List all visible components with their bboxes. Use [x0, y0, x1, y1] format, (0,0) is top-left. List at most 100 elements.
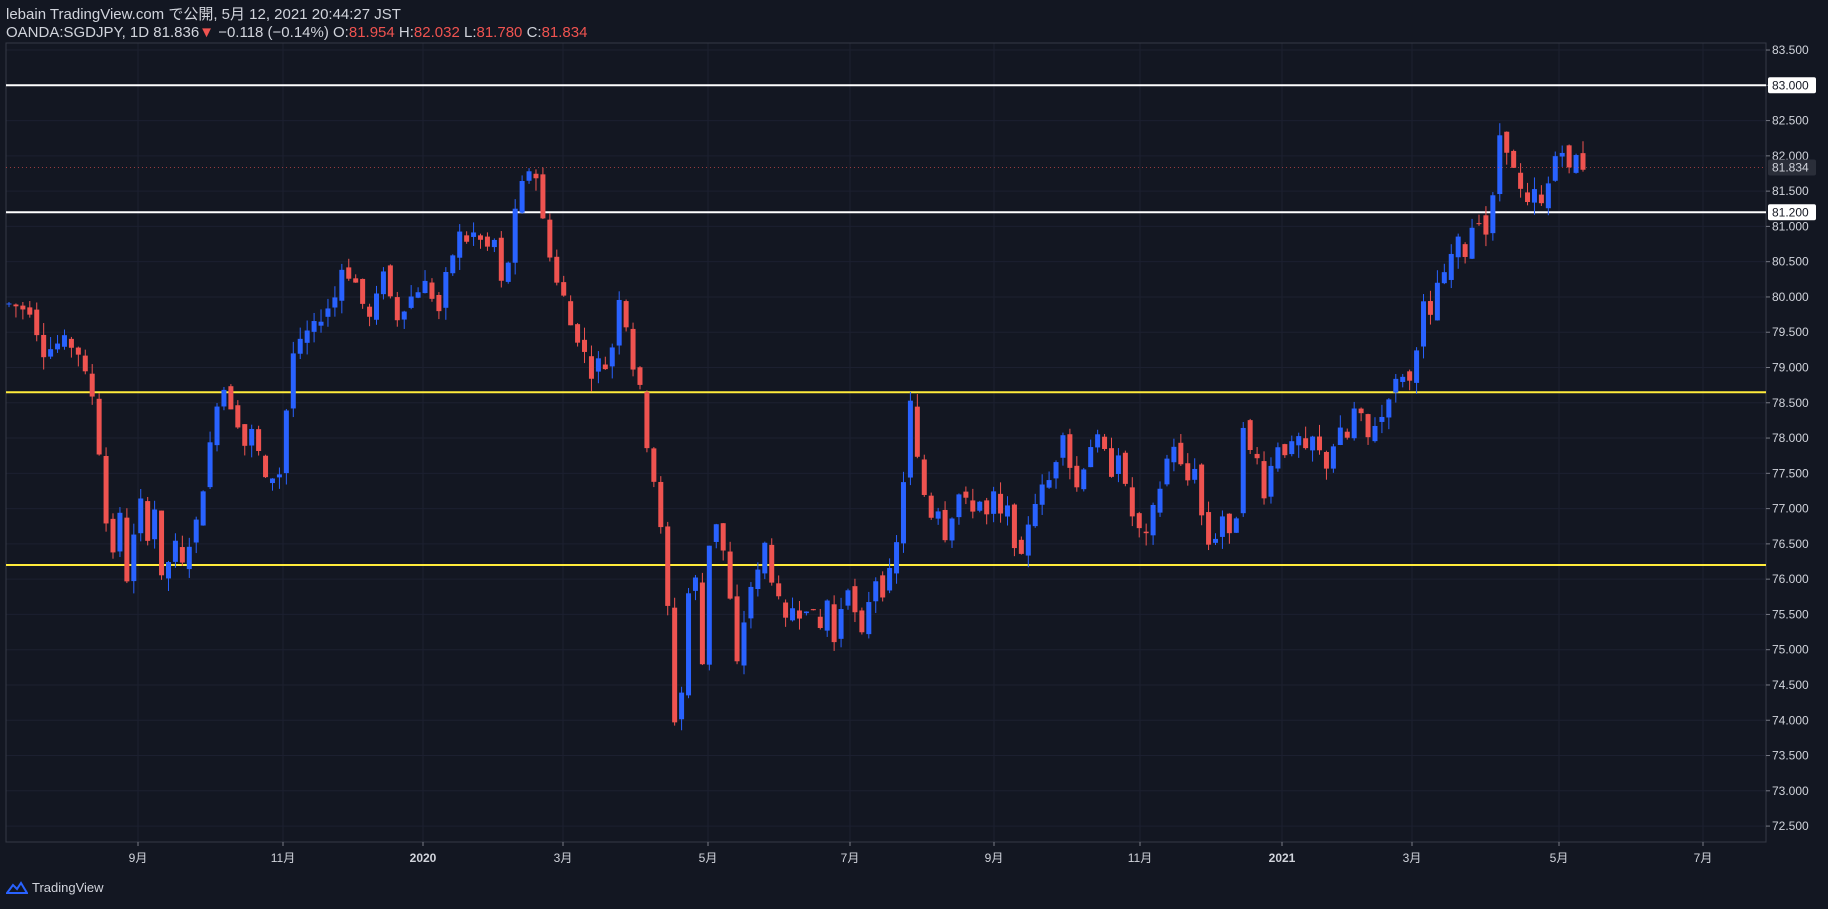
- x-tick-label: 9月: [129, 851, 148, 865]
- candle-up: [1053, 462, 1059, 479]
- candle-down: [145, 501, 151, 541]
- candle-up: [1559, 152, 1565, 157]
- candle-down: [263, 455, 269, 478]
- candle-down: [921, 459, 927, 495]
- candle-down: [859, 610, 865, 633]
- candle-down: [360, 278, 366, 304]
- y-tick-label: 82.000: [1772, 149, 1809, 163]
- candle-up: [401, 311, 407, 320]
- candle-down: [1129, 487, 1135, 517]
- candle-up: [1240, 427, 1246, 514]
- candle-up: [1150, 504, 1156, 536]
- y-tick-label: 81.500: [1772, 184, 1809, 198]
- time-axis[interactable]: 9月 11月 2020 3月 5月 7月 9月 11月 2021 3月 5月 7月: [129, 842, 1713, 865]
- candle-up: [450, 255, 456, 274]
- candle-down: [727, 551, 733, 599]
- candle-up: [1233, 518, 1239, 533]
- y-tick-label: 78.500: [1772, 396, 1809, 410]
- y-tick-label: 77.000: [1772, 502, 1809, 516]
- candle-down: [623, 301, 629, 328]
- y-tick-label: 74.000: [1772, 713, 1809, 727]
- candle-down: [1504, 131, 1510, 153]
- candle-down: [817, 616, 823, 628]
- candle-up: [1414, 350, 1420, 383]
- candle-down: [630, 328, 636, 370]
- candle-up: [1213, 538, 1219, 543]
- y-tick-label: 80.500: [1772, 255, 1809, 269]
- candle-up: [290, 353, 296, 409]
- candle-down: [1102, 436, 1108, 449]
- candle-up: [1441, 272, 1447, 284]
- candle-down: [602, 364, 608, 370]
- candle-down: [547, 219, 553, 258]
- y-tick-label: 76.000: [1772, 572, 1809, 586]
- candle-down: [1538, 194, 1544, 204]
- candle-down: [110, 518, 116, 553]
- candle-up: [61, 335, 67, 347]
- candle-down: [720, 523, 726, 551]
- x-tick-label: 2021: [1269, 851, 1296, 865]
- footer-brand[interactable]: TradingView: [6, 880, 104, 895]
- x-tick-label: 7月: [1694, 851, 1713, 865]
- y-tick-label: 82.500: [1772, 114, 1809, 128]
- candle-up: [249, 428, 255, 446]
- candle-down: [27, 307, 33, 315]
- candle-down: [831, 604, 837, 643]
- candle-up: [1552, 156, 1558, 181]
- candle-down: [1427, 301, 1433, 315]
- candle-down: [533, 173, 539, 179]
- candle-up: [221, 389, 227, 407]
- candle-down: [880, 575, 886, 598]
- candle-down: [540, 174, 546, 219]
- candle-down: [1518, 172, 1524, 189]
- candle-down: [75, 347, 81, 355]
- candle-down: [1143, 531, 1149, 534]
- candle-up: [762, 542, 768, 574]
- candle-up: [595, 358, 601, 372]
- candle-down: [436, 294, 442, 312]
- candle-up: [1164, 458, 1170, 485]
- candle-up: [1393, 378, 1399, 393]
- price-change: −0.118 (−0.14%): [218, 24, 329, 41]
- low-label: L:: [463, 24, 477, 41]
- open-value: 81.954: [348, 24, 395, 41]
- candle-up: [845, 590, 851, 606]
- close-label: C:: [526, 24, 542, 41]
- candle-up: [380, 271, 386, 295]
- candle-down: [89, 373, 95, 397]
- candle-down: [179, 547, 185, 563]
- candle-up: [6, 303, 12, 305]
- candle-down: [1261, 461, 1267, 499]
- candle-up: [1351, 408, 1357, 439]
- candle-down: [1525, 192, 1531, 203]
- symbol-label[interactable]: OANDA:SGDJPY, 1D: [6, 24, 150, 41]
- candle-up: [1192, 468, 1198, 480]
- candle-up: [519, 180, 525, 213]
- candle-up: [1032, 503, 1038, 527]
- candle-up: [152, 509, 158, 540]
- x-tick-label: 3月: [1403, 851, 1422, 865]
- candle-up: [1296, 436, 1302, 446]
- candle-down: [699, 582, 705, 665]
- candle-up: [838, 609, 844, 639]
- candle-down: [1011, 504, 1017, 549]
- candle-down: [796, 610, 802, 619]
- candlestick-series: [6, 123, 1586, 731]
- candle-up: [117, 512, 123, 552]
- candle-down: [1199, 464, 1205, 516]
- candle-down: [346, 267, 352, 279]
- candle-up: [165, 562, 171, 579]
- candle-down: [41, 334, 47, 358]
- candle-down: [637, 367, 643, 385]
- candle-up: [269, 478, 275, 484]
- y-tick-label: 80.000: [1772, 290, 1809, 304]
- candle-up: [894, 542, 900, 574]
- publish-info: lebain TradingView.com で公開, 5月 12, 2021 …: [6, 6, 401, 23]
- candle-up: [803, 611, 809, 614]
- candle-down: [1206, 512, 1212, 545]
- candle-up: [790, 608, 796, 621]
- candle-up: [443, 271, 449, 308]
- x-tick-label: 11月: [271, 851, 295, 865]
- candle-down: [464, 235, 470, 242]
